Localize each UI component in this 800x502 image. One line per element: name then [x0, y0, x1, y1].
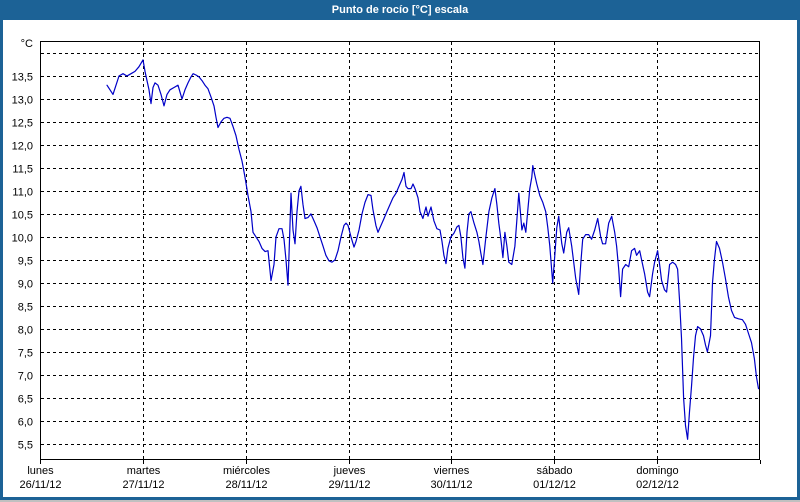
x-axis-day-label: sábado [536, 465, 572, 477]
y-tick-label: 11,5 [12, 164, 33, 176]
y-tick-label: 6,5 [18, 394, 33, 406]
y-tick-label: 12,0 [12, 141, 33, 153]
y-axis-unit-label: °C [21, 38, 33, 50]
y-tick-label: 9,5 [18, 256, 33, 268]
y-tick-label: 7,5 [18, 348, 33, 360]
title-bar: Punto de rocío [°C] escala [0, 0, 800, 20]
dew-point-chart: 5,5 6,0 6,5 7,0 7,5 8,0 8,5 9,0 9,5 10,0 10,5 11,0 1… [12, 38, 761, 491]
plot-border [40, 41, 760, 460]
x-axis-date-label: 28/11/12 [225, 479, 267, 491]
y-tick-label: 13,5 [12, 72, 33, 84]
x-axis-date-label: 02/12/12 [636, 479, 679, 491]
y-tick-label: 7,0 [18, 371, 33, 383]
x-axis-day-label: lunes [27, 465, 54, 477]
y-tick-label: 8,0 [18, 325, 33, 337]
y-tick-label: 6,0 [18, 417, 33, 429]
chart-content-area: 5,5 6,0 6,5 7,0 7,5 8,0 8,5 9,0 9,5 10,0 10,5 11,0 1… [3, 20, 797, 497]
y-tick-label: 11,0 [12, 187, 33, 199]
x-axis-day-label: martes [127, 465, 161, 477]
y-tick-label: 5,5 [18, 440, 33, 452]
x-axis-date-label: 30/11/12 [430, 479, 472, 491]
y-tick-label: 10,0 [12, 233, 33, 245]
y-tick-label: 10,5 [12, 210, 33, 222]
x-axis-date-label: 29/11/12 [328, 479, 370, 491]
x-axis-date-label: 26/11/12 [19, 479, 61, 491]
x-axis-day-label: viernes [434, 465, 470, 477]
x-axis-date-label: 01/12/12 [533, 479, 576, 491]
x-axis-day-label: jueves [333, 465, 366, 477]
y-tick-label: 12,5 [12, 118, 33, 130]
x-axis-day-label: miércoles [223, 465, 271, 477]
window-title: Punto de rocío [°C] escala [331, 4, 469, 16]
x-axis-date-label: 27/11/12 [122, 479, 164, 491]
y-tick-label: 13,0 [12, 95, 33, 107]
data-line [106, 59, 760, 440]
y-tick-label: 9,0 [18, 279, 33, 291]
y-tick-label: 8,5 [18, 302, 33, 314]
x-axis-day-label: domingo [636, 465, 678, 477]
